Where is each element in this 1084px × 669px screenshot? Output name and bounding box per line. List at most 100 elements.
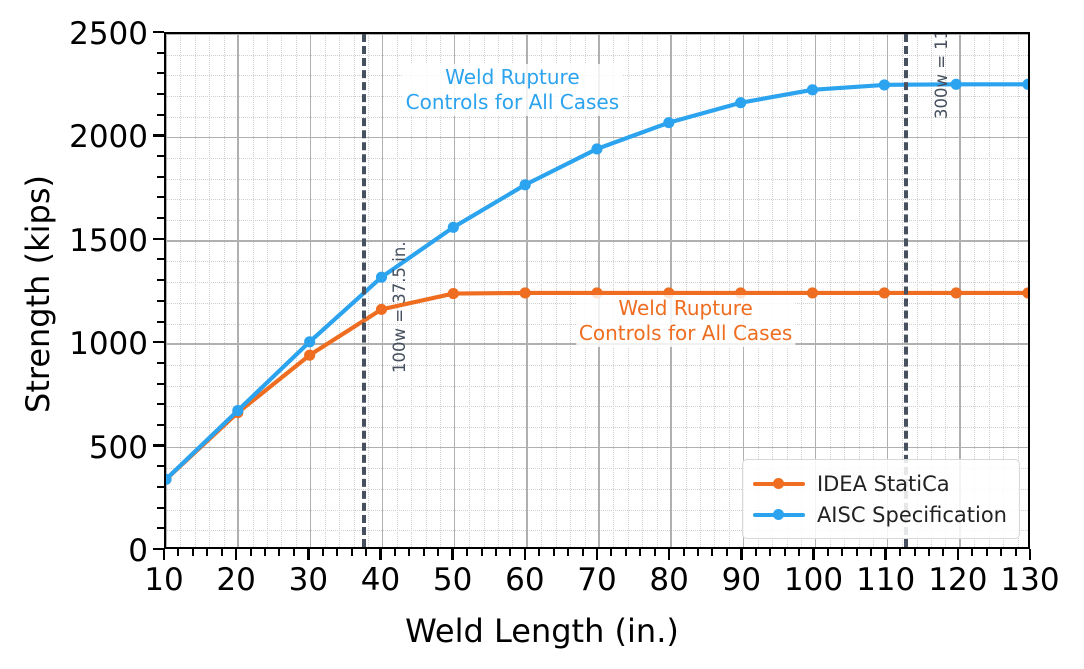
- y-tick-minor: [157, 320, 164, 323]
- x-tick-label: 20: [216, 562, 256, 598]
- x-tick-major: [234, 549, 238, 560]
- legend-item[interactable]: AISC Specification: [752, 499, 1007, 530]
- grid-line-horizontal: [166, 116, 1028, 118]
- y-tick-minor: [157, 299, 164, 302]
- x-tick-minor: [437, 549, 440, 556]
- data-lines-layer: [166, 78, 1028, 485]
- y-tick-minor: [157, 93, 164, 96]
- grid-line-vertical: [1003, 34, 1005, 547]
- x-tick-minor: [336, 549, 339, 556]
- data-point-marker: [375, 303, 388, 315]
- y-tick-minor: [157, 155, 164, 158]
- x-tick-minor: [682, 549, 685, 556]
- x-tick-major: [162, 549, 166, 560]
- x-tick-label: 80: [649, 562, 689, 598]
- legend-item[interactable]: IDEA StatiCa: [752, 468, 1007, 499]
- legend[interactable]: IDEA StatiCa AISC Specification: [741, 459, 1020, 539]
- grid-line-vertical: [1017, 34, 1019, 547]
- y-tick-minor: [157, 175, 164, 178]
- plot-area: 100w = 37.5 in. 300w = 112.5 in. Weld Rup…: [164, 32, 1030, 549]
- grid-line-vertical: [339, 34, 341, 547]
- grid-line-vertical: [267, 34, 269, 547]
- data-point-marker: [447, 221, 459, 233]
- blue-annotation: Weld Rupture Controls for All Cases: [402, 63, 623, 116]
- data-point-marker: [806, 84, 819, 96]
- x-tick-major: [740, 549, 743, 560]
- x-tick-minor: [206, 549, 209, 556]
- y-tick-label: 2500: [69, 16, 148, 52]
- grid-line-vertical: [425, 34, 427, 547]
- grid-line-vertical: [700, 34, 702, 547]
- grid-line-vertical: [873, 34, 875, 547]
- data-point-marker: [304, 349, 316, 361]
- x-tick-minor: [509, 549, 512, 556]
- x-tick-minor: [870, 549, 873, 556]
- annotation-line-2: Controls for All Cases: [405, 89, 620, 114]
- grid-line-vertical: [786, 34, 788, 547]
- data-point-marker: [950, 287, 962, 299]
- x-tick-minor: [220, 549, 223, 556]
- grid-line-vertical: [209, 34, 211, 547]
- x-tick-label: 50: [432, 562, 473, 598]
- data-point-marker: [447, 288, 459, 300]
- x-tick-minor: [985, 549, 988, 556]
- grid-line-vertical: [844, 34, 846, 547]
- grid-line-horizontal: [166, 136, 1028, 139]
- x-tick-label: 60: [505, 562, 545, 598]
- y-tick-label: 0: [128, 533, 148, 569]
- x-tick-minor: [494, 549, 497, 556]
- x-tick-minor: [480, 549, 483, 556]
- x-tick-minor: [754, 549, 757, 556]
- vertical-reference-line-label: 100w = 37.5 in.: [390, 241, 410, 374]
- grid-line-vertical: [295, 34, 297, 547]
- x-tick-minor: [653, 549, 656, 556]
- annotation-line-1: Weld Rupture: [445, 64, 580, 89]
- grid-line-horizontal: [166, 488, 1028, 490]
- data-point-marker: [878, 79, 890, 91]
- grid-line-horizontal: [166, 426, 1028, 428]
- grid-line-horizontal: [166, 406, 1028, 408]
- y-tick-major: [153, 30, 164, 34]
- grid-line-vertical: [916, 34, 918, 547]
- grid-line-vertical: [988, 34, 990, 547]
- grid-line-horizontal: [166, 282, 1028, 284]
- y-tick-label: 1500: [69, 222, 148, 259]
- x-tick-major: [956, 549, 960, 560]
- x-tick-label: 40: [360, 562, 401, 598]
- x-tick-minor: [321, 549, 324, 556]
- grid-line-vertical: [309, 34, 312, 547]
- grid-line-vertical: [613, 34, 615, 547]
- x-tick-label: 100: [783, 562, 844, 598]
- x-tick-minor: [466, 549, 469, 556]
- x-tick-label: 10: [144, 562, 184, 598]
- x-tick-minor: [855, 549, 858, 556]
- x-tick-minor: [1014, 549, 1017, 556]
- grid-line-vertical: [728, 34, 730, 547]
- annotation-line-2: Controls for All Cases: [578, 321, 793, 346]
- grid-line-vertical: [469, 34, 471, 547]
- y-tick-minor: [157, 72, 164, 75]
- grid-line-vertical: [945, 34, 947, 547]
- y-tick-minor: [157, 382, 164, 385]
- data-point-marker: [806, 287, 819, 299]
- vertical-reference-line: [362, 34, 367, 547]
- grid-line-horizontal: [166, 468, 1028, 470]
- data-point-marker: [519, 179, 531, 191]
- y-tick-minor: [157, 258, 164, 261]
- x-tick-minor: [1000, 549, 1003, 556]
- y-tick-major: [153, 134, 164, 137]
- x-tick-label: 30: [288, 562, 329, 598]
- grid-line-vertical: [411, 34, 413, 547]
- grid-line-vertical: [757, 34, 759, 547]
- x-tick-minor: [927, 549, 930, 556]
- grid-line-vertical: [642, 34, 644, 547]
- grid-line-vertical: [180, 34, 182, 547]
- data-point-marker: [663, 117, 675, 129]
- x-tick-minor: [365, 549, 368, 556]
- grid-line-vertical: [974, 34, 976, 547]
- legend-line-marker-icon: [752, 504, 805, 526]
- grid-line-vertical: [584, 34, 586, 547]
- x-tick-minor: [249, 549, 252, 556]
- grid-line-horizontal: [166, 509, 1028, 511]
- grid-line-vertical: [570, 34, 572, 547]
